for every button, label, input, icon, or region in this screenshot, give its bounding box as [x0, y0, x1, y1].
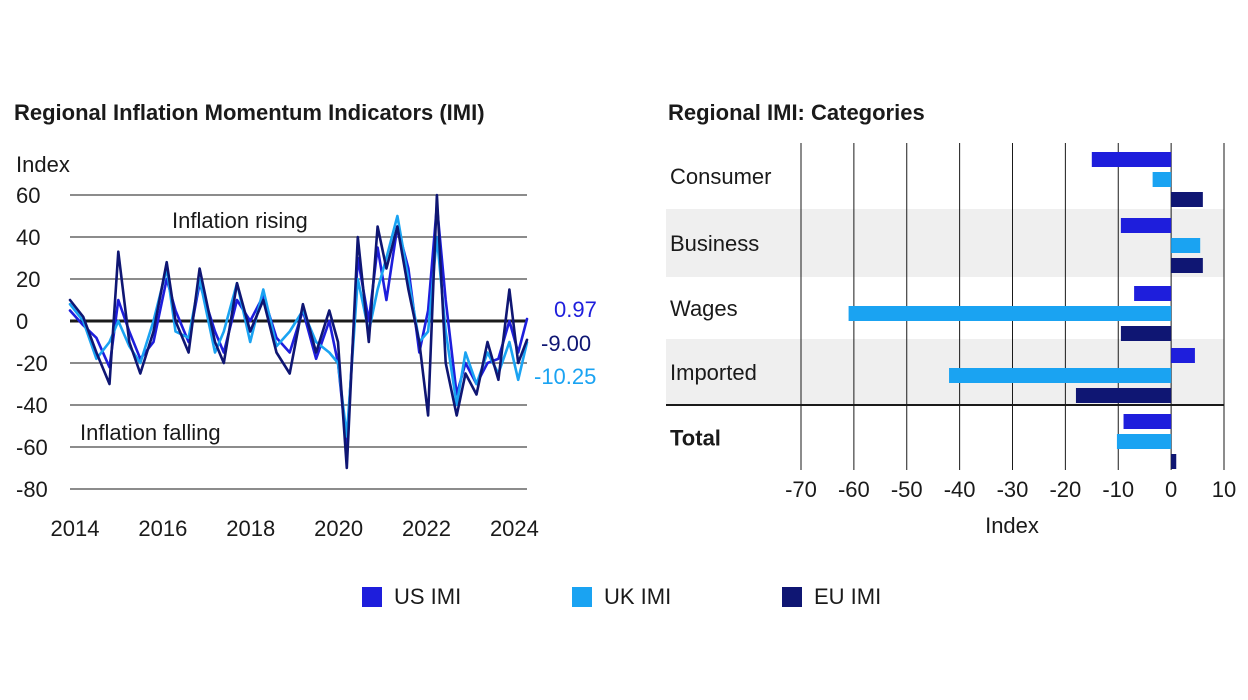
- bar-chart-title: Regional IMI: Categories: [668, 100, 925, 125]
- category-label-wages: Wages: [670, 296, 738, 321]
- line-chart-end-labels: 0.97 -9.00 -10.25: [534, 297, 597, 389]
- legend: US IMI UK IMI EU IMI: [0, 580, 1248, 614]
- y-tick-label: 40: [16, 225, 40, 250]
- legend-label-uk: UK IMI: [604, 584, 672, 609]
- bar-us-business: [1120, 218, 1172, 233]
- y-tick-label: 20: [16, 267, 40, 292]
- bar-uk-imported: [949, 368, 1172, 383]
- bar-chart: Regional IMI: Categories Consumer Busines…: [666, 100, 1236, 538]
- category-label-imported: Imported: [670, 360, 757, 385]
- bar-us-total: [1123, 414, 1172, 429]
- bar-chart-category-labels: Consumer Business Wages Imported Total: [670, 164, 771, 451]
- annotation-inflation-falling: Inflation falling: [80, 420, 221, 445]
- y-tick-label: -60: [16, 435, 48, 460]
- bar-eu-imported: [1075, 388, 1172, 403]
- bar-us-wages: [1134, 286, 1172, 301]
- legend-swatch-us: [362, 587, 382, 607]
- bar-uk-wages: [848, 306, 1172, 321]
- series-line-uk: [68, 214, 529, 438]
- line-chart-series: [68, 193, 529, 470]
- legend-swatch-uk: [572, 587, 592, 607]
- x-tick-label: -40: [944, 477, 976, 502]
- bar-us-imported: [1171, 348, 1195, 363]
- y-tick-label: -40: [16, 393, 48, 418]
- x-tick-label: -20: [1049, 477, 1081, 502]
- chart-canvas: Regional Inflation Momentum Indicators (…: [14, 100, 1236, 541]
- bar-uk-total: [1116, 434, 1172, 449]
- y-tick-label: 0: [16, 309, 28, 334]
- x-tick-label: 2024: [490, 516, 539, 541]
- bar-eu-wages: [1120, 326, 1172, 341]
- series-line-eu: [68, 193, 529, 470]
- line-chart-x-ticks: 2014 2016 2018 2020 2022 2024: [51, 516, 539, 541]
- legend-label-eu: EU IMI: [814, 584, 882, 609]
- x-tick-label: 2020: [314, 516, 363, 541]
- line-chart-y-ticks: 60 40 20 0 -20 -40 -60 -80: [16, 183, 48, 502]
- bar-chart-bars: [848, 152, 1203, 469]
- x-tick-label: -50: [891, 477, 923, 502]
- x-tick-label: -30: [997, 477, 1029, 502]
- bar-eu-business: [1171, 258, 1203, 273]
- legend-item-eu: EU IMI: [782, 580, 881, 614]
- x-tick-label: 2018: [226, 516, 275, 541]
- y-tick-label: -20: [16, 351, 48, 376]
- annotation-inflation-rising: Inflation rising: [172, 208, 308, 233]
- x-tick-label: 0: [1165, 477, 1177, 502]
- bar-eu-total: [1171, 454, 1177, 469]
- x-tick-label: -10: [1102, 477, 1134, 502]
- legend-item-us: US IMI: [362, 580, 461, 614]
- line-chart-title: Regional Inflation Momentum Indicators (…: [14, 100, 485, 125]
- x-tick-label: 2014: [51, 516, 100, 541]
- bar-chart-x-ticks: -70 -60 -50 -40 -30 -20 -10 0 10: [785, 477, 1236, 502]
- category-label-total: Total: [670, 426, 721, 451]
- bar-us-consumer: [1091, 152, 1172, 167]
- bar-uk-business: [1171, 238, 1201, 253]
- end-label-us: 0.97: [554, 297, 597, 322]
- legend-label-us: US IMI: [394, 584, 462, 609]
- legend-swatch-eu: [782, 587, 802, 607]
- end-label-uk: -10.25: [534, 364, 596, 389]
- y-tick-label: -80: [16, 477, 48, 502]
- y-tick-label: 60: [16, 183, 40, 208]
- x-tick-label: 2022: [402, 516, 451, 541]
- x-tick-label: -60: [838, 477, 870, 502]
- category-label-consumer: Consumer: [670, 164, 771, 189]
- end-label-eu: -9.00: [541, 331, 591, 356]
- line-chart-y-axis-label: Index: [16, 152, 70, 177]
- bar-uk-consumer: [1152, 172, 1172, 187]
- category-label-business: Business: [670, 231, 759, 256]
- legend-item-uk: UK IMI: [572, 580, 671, 614]
- x-tick-label: -70: [785, 477, 817, 502]
- x-tick-label: 10: [1212, 477, 1236, 502]
- x-tick-label: 2016: [138, 516, 187, 541]
- bar-eu-consumer: [1171, 192, 1203, 207]
- bar-chart-x-axis-label: Index: [985, 513, 1039, 538]
- line-chart: Regional Inflation Momentum Indicators (…: [14, 100, 597, 541]
